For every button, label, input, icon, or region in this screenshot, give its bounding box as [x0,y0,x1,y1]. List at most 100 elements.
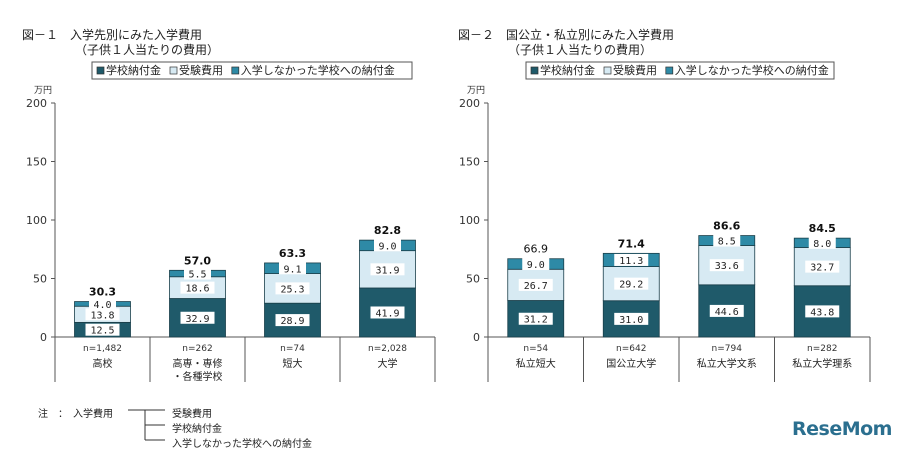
chart1-data-label: 32.9 [185,314,209,325]
chart1-total-label: 82.8 [374,224,401,237]
chart1-sample-size: n=2,028 [368,344,407,354]
chart2-data-label: 8.5 [718,237,736,248]
chart2-data-label-bg [709,259,744,272]
chart2-y-tick-label: 100 [459,214,480,227]
chart1-data-label: 4.0 [93,300,111,311]
chart1-data-label-bg [374,239,401,252]
chart2-y-tick-label: 50 [466,273,480,286]
chart2-data-label: 9.0 [527,260,545,271]
chart2-category-label: 私立大学文系 [697,357,757,370]
chart1-data-label-bg [180,311,215,324]
chart1-data-label-bg [370,263,405,276]
chart2-data-label: 31.0 [619,315,643,326]
chart2-y-tick-label: 150 [459,156,480,169]
chart1-data-label: 9.1 [283,264,301,275]
chart2-sample-size: n=54 [523,344,548,354]
chart2-data-label: 26.7 [524,281,548,292]
chart1-category-label: 大学 [378,357,398,370]
note-item-exam-fee: 受験費用 [172,409,212,420]
chart1-unit-label: 万円 [34,85,52,96]
chart1-data-label-bg [89,297,116,310]
chart1-sample-size: n=262 [182,344,212,354]
chart2-data-label-bg [709,304,744,317]
chart1-y-tick-label: 200 [26,97,47,110]
chart1-data-label: 31.9 [375,265,399,276]
chart1-data-label-bg [279,262,306,275]
chart2-legend-swatch [603,66,612,75]
chart1-data-label-bg [275,314,310,327]
chart2-data-label: 32.7 [810,263,834,274]
chart2-subtitle: （子供１人当たりの費用） [508,43,653,57]
chart1-total-label: 30.3 [89,286,116,299]
chart1-legend-swatch [96,66,105,75]
chart2-data-label-bg [805,260,840,273]
chart2-category-label: 私立短大 [516,357,556,370]
chart1-data-label-bg [85,323,120,336]
chart2-data-label: 8.0 [813,239,831,250]
chart2-total-label: 84.5 [809,222,836,235]
chart2-data-label-bg [713,234,741,247]
chart2-data-label-bg [614,253,649,266]
chart1-total-label: 57.0 [184,254,211,267]
chart2-y-tick-label: 0 [473,331,480,344]
chart1-data-label: 5.5 [188,270,206,281]
chart2-legend-swatch [530,66,539,75]
chart2-title: 図－２ 国公立・私立別にみた入学費用 [458,28,675,42]
chart2-sample-size: n=794 [712,344,743,354]
chart1-y-tick-label: 150 [26,156,47,169]
chart2-data-label-bg [614,277,649,290]
chart1-legend-swatch [169,66,178,75]
chart1-y-tick-label: 100 [26,214,47,227]
chart2-data-label-bg [522,257,550,270]
chart2-data-label-bg [518,312,553,325]
chart1-data-label-bg [85,308,120,321]
chart1-sample-size: n=1,482 [83,344,122,354]
chart1-legend-label: 受験費用 [179,63,223,77]
chart2-unit-label: 万円 [467,85,485,96]
chart1-legend-label: 入学しなかった学校への納付金 [241,63,395,77]
chart2-total-label: 66.9 [524,243,549,256]
chart1-category-label: 短大 [283,357,303,370]
chart1-category-label: 高校 [93,357,113,370]
chart1-data-label-bg [370,306,405,319]
chart2-legend-swatch [665,66,674,75]
chart2-y-tick-label: 200 [459,97,480,110]
chart1-category-label: ・各種学校 [173,370,223,383]
chart1-data-label: 25.3 [280,284,304,295]
chart1-data-label: 13.8 [90,310,114,321]
chart1-data-label: 41.9 [375,308,399,319]
chart1-data-label: 9.0 [378,241,396,252]
chart2-legend-label: 学校納付金 [540,63,595,77]
chart2-data-label-bg [808,236,836,249]
chart1-legend-box [91,61,413,80]
chart2-data-label-bg [614,312,649,325]
chart2-data-label: 31.2 [524,315,548,326]
chart1-legend-label: 学校納付金 [106,63,161,77]
chart1-data-label: 28.9 [280,316,304,327]
chart1-bar-segment [169,298,226,338]
chart1-legend-swatch [231,66,240,75]
chart1-data-label-bg [275,282,310,295]
chart1-total-label: 63.3 [279,247,306,260]
chart1-sample-size: n=74 [280,344,305,354]
chart2-legend-label: 入学しなかった学校への納付金 [675,63,829,77]
chart2-data-label: 33.6 [715,261,739,272]
brand-logo: ReseMom [792,418,892,440]
chart1-subtitle: （子供１人当たりの費用） [75,43,220,57]
note-item-unentered-payment: 入学しなかった学校への納付金 [172,439,312,450]
chart2-data-label-bg [518,278,553,291]
chart1-data-label: 18.6 [185,284,209,295]
chart2-legend-box [525,61,835,80]
chart1-category-label: 高専・専修 [173,357,223,370]
chart2-data-label: 11.3 [619,256,643,267]
chart2-category-label: 私立大学理系 [792,357,852,370]
chart2-data-label-bg [805,305,840,318]
chart1-data-label-bg [184,267,211,280]
chart2-data-label: 29.2 [619,280,643,291]
note-item-school-payment: 学校納付金 [172,424,222,435]
chart2-total-label: 71.4 [618,237,645,250]
chart2-category-label: 国公立大学 [606,357,656,370]
chart2-legend-label: 受験費用 [613,63,657,77]
chart1-y-tick-label: 0 [40,331,47,344]
